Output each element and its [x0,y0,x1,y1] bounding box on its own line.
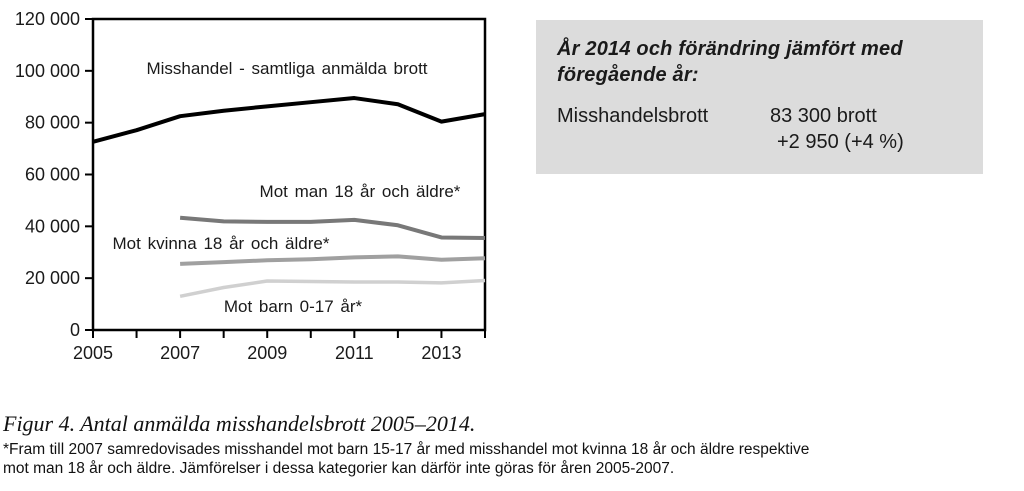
x-axis-tick-label: 2013 [421,343,461,363]
summary-values: 83 300 brott +2 950 (+4 %) [770,103,904,155]
assault-reported-crimes-line-chart: 0 20 000 40 000 60 000 80 000 100 000 120 000 2… [0,0,524,400]
series-line-men [179,215,486,240]
chart-canvas: 0 20 000 40 000 60 000 80 000 100 000 120 000 2… [15,9,487,363]
series-label-total: Misshandel - samtliga anmälda brott [146,59,427,78]
footnote-line-1: *Fram till 2007 samredovisades misshande… [3,441,810,458]
footnote-line-2: mot man 18 år och äldre. Jämförelser i d… [3,459,675,477]
x-axis-tick-label: 2005 [73,343,113,363]
x-axis-tick-label: 2007 [160,343,200,363]
y-axis-tick-label: 60 000 [25,165,80,185]
x-axis-tick-label: 2009 [247,343,287,363]
series-line-women [180,254,486,266]
figure-footnote: *Fram till 2007 samredovisades misshande… [3,441,809,478]
summary-change-value: +2 950 (+4 %) [777,131,904,153]
series-label-children: Mot barn 0-17 år* [224,297,363,316]
figure-caption: Figur 4. Antal anmälda misshandelsbrott … [3,411,476,436]
y-axis-tick-label: 100 000 [15,61,80,81]
summary-crime-label: Misshandelsbrott [557,105,709,127]
series-label-men: Mot man 18 år och äldre* [260,182,461,201]
summary-row: Misshandelsbrott 83 300 brott +2 950 (+4… [557,103,963,155]
summary-box: År 2014 och förändring jämfört med föreg… [536,20,983,174]
series-line-children [179,278,486,299]
series-line-total [92,96,486,144]
summary-count-value: 83 300 brott [770,105,877,127]
y-axis-tick-label: 40 000 [25,216,80,236]
series-label-women: Mot kvinna 18 år och äldre* [113,234,330,253]
x-axis-tick-label: 2011 [335,343,374,363]
y-axis-tick-label: 80 000 [25,113,80,133]
summary-heading: År 2014 och förändring jämfört med föreg… [557,38,903,86]
y-axis-tick-label: 120 000 [15,9,80,29]
y-axis-tick-label: 0 [70,320,80,340]
y-axis-tick-label: 20 000 [25,268,80,288]
